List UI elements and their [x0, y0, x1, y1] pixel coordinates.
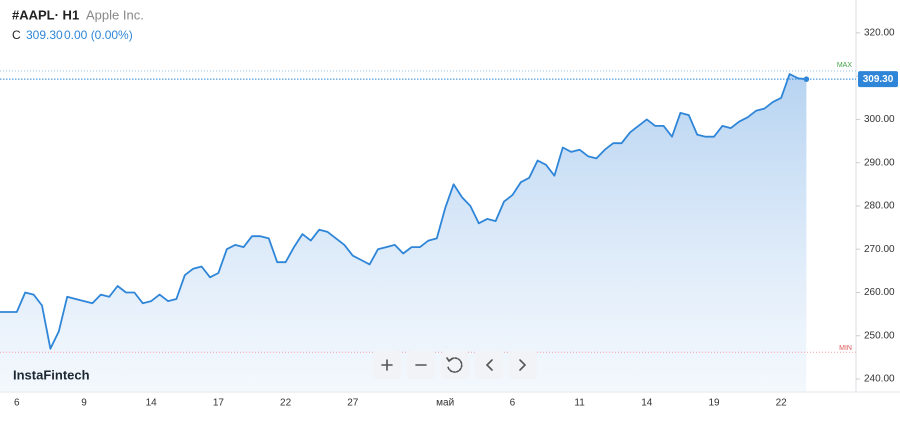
- close-label: C: [12, 28, 21, 42]
- last-price-tag: [858, 71, 898, 88]
- watermark: InstaFintech: [13, 367, 90, 382]
- min-label: MIN: [839, 345, 852, 352]
- y-tick-label: 240.00: [864, 374, 895, 385]
- x-tick-label: 19: [708, 398, 720, 409]
- y-tick-label: 320.00: [864, 28, 895, 39]
- reset-icon: [447, 357, 463, 373]
- x-tick-label: 6: [14, 398, 20, 409]
- toolbar: [373, 351, 537, 379]
- y-tick-label: 270.00: [864, 244, 895, 255]
- x-tick-label: 22: [776, 398, 788, 409]
- x-tick-label: 17: [213, 398, 225, 409]
- y-tick-label: 250.00: [864, 330, 895, 341]
- x-tick-label: 27: [347, 398, 359, 409]
- close-value: 309.30: [26, 28, 63, 42]
- scroll-right-button[interactable]: [509, 351, 537, 379]
- y-tick-label: 290.00: [864, 157, 895, 168]
- x-tick-label: 6: [510, 398, 516, 409]
- right-icon: [519, 359, 527, 371]
- x-tick-label: 14: [641, 398, 653, 409]
- y-tick-label: 280.00: [864, 201, 895, 212]
- reset-button[interactable]: [441, 351, 469, 379]
- y-tick-label: 260.00: [864, 287, 895, 298]
- reset-arrow: [446, 357, 453, 363]
- x-tick-label: 11: [574, 398, 585, 409]
- left-icon: [485, 359, 493, 371]
- x-tick-label: 9: [81, 398, 87, 409]
- x-tick-label: 14: [146, 398, 158, 409]
- area: [0, 74, 807, 392]
- max-label: MAX: [837, 62, 853, 69]
- x-tick-label: май: [436, 398, 454, 409]
- x-tick-label: 22: [280, 398, 292, 409]
- last-price-label: 309.30: [863, 74, 894, 85]
- scroll-left-button[interactable]: [475, 351, 503, 379]
- symbol: #AAPL· H1: [12, 7, 79, 22]
- price-line: [0, 73, 807, 350]
- y-tick-label: 300.00: [864, 114, 895, 125]
- change-value: 0.00 (0.00%): [64, 28, 133, 42]
- last-point: [803, 76, 810, 82]
- plot: MAX MIN: [0, 62, 856, 392]
- plus-icon: [381, 359, 393, 371]
- instrument-name: Apple Inc.: [86, 7, 144, 22]
